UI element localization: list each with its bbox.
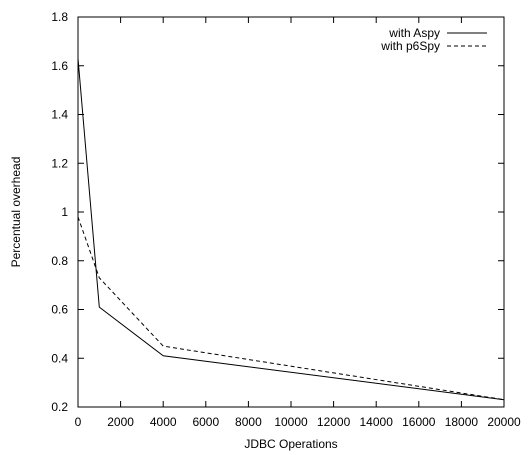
- series-line-aspy: [77, 58, 505, 401]
- y-tick-label: 1.6: [51, 59, 68, 73]
- x-tick-label: 20000: [487, 415, 521, 429]
- ticks: [77, 16, 505, 408]
- x-tick-label: 10000: [274, 415, 308, 429]
- legend-label: with p6Spy: [380, 39, 440, 53]
- y-tick-label: 1: [61, 205, 68, 219]
- series-layer: [77, 58, 505, 401]
- y-tick-label: 1.4: [51, 108, 68, 122]
- tick-labels: 0 2000 4000 6000 8000 10000 12000 14000 16000 180…: [51, 10, 521, 429]
- series-line-p6spy: [77, 216, 505, 401]
- y-tick-label: 1.8: [51, 10, 68, 24]
- y-axis-label: Percentual overhead: [9, 157, 23, 268]
- x-tick-label: 18000: [445, 415, 479, 429]
- x-tick-label: 8000: [235, 415, 262, 429]
- y-tick-label: 0.6: [51, 303, 68, 317]
- x-axis-label: JDBC Operations: [244, 437, 337, 451]
- x-tick-label: 14000: [360, 415, 394, 429]
- y-tick-label: 1.2: [51, 156, 68, 170]
- x-tick-label: 0: [75, 415, 82, 429]
- x-tick-label: 6000: [192, 415, 219, 429]
- legend-label: with Aspy: [388, 26, 440, 40]
- y-tick-label: 0.8: [51, 254, 68, 268]
- y-tick-label: 0.4: [51, 351, 68, 365]
- x-tick-label: 4000: [150, 415, 177, 429]
- x-tick-label: 12000: [317, 415, 351, 429]
- y-tick-label: 0.2: [51, 400, 68, 414]
- x-tick-label: 2000: [107, 415, 134, 429]
- plot-frame: [77, 16, 505, 408]
- x-tick-label: 16000: [402, 415, 436, 429]
